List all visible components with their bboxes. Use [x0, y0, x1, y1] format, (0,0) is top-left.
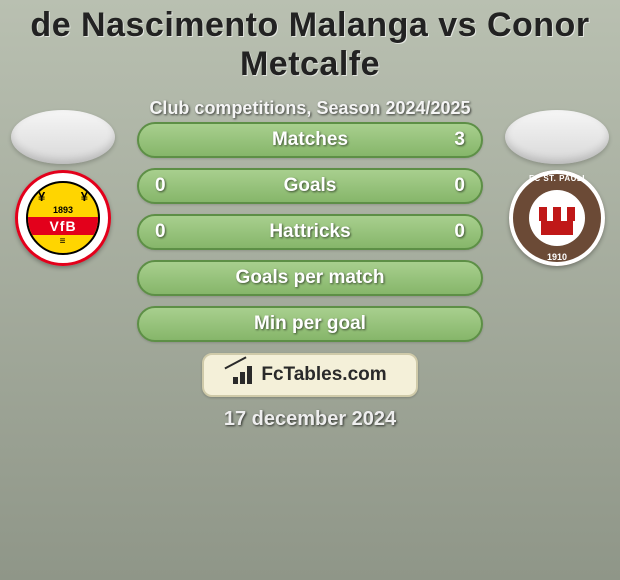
stat-pill: Goals per match [137, 260, 483, 296]
stat-left-value: 0 [155, 221, 185, 243]
antler-icon: ¥ [81, 189, 88, 204]
stat-pill: 0Hattricks0 [137, 214, 483, 250]
stat-right-value: 0 [435, 175, 465, 197]
left-side: ¥ ¥ 1893 VfB ≡ [8, 110, 118, 266]
stat-pills: Matches30Goals00Hattricks0Goals per matc… [137, 122, 483, 342]
date-text: 17 december 2024 [0, 408, 620, 431]
brand-pill: FcTables.com [202, 353, 418, 397]
left-club-year: 1893 [28, 205, 98, 215]
castle-icon [537, 201, 577, 235]
right-club-badge: FC ST. PAULI 1910 [509, 170, 605, 266]
left-club-badge: ¥ ¥ 1893 VfB ≡ [15, 170, 111, 266]
bars-chart-icon [233, 366, 255, 384]
right-side: FC ST. PAULI 1910 [502, 110, 612, 266]
content-row: ¥ ¥ 1893 VfB ≡ Matches30Goals00Hattricks… [0, 110, 620, 342]
brand-label: FcTables.com [261, 364, 386, 386]
right-club-year: 1910 [509, 252, 605, 262]
right-player-placeholder [505, 110, 609, 164]
left-player-placeholder [11, 110, 115, 164]
stat-right-value: 0 [435, 221, 465, 243]
stat-pill: 0Goals0 [137, 168, 483, 204]
stat-right-value: 3 [435, 129, 465, 151]
stripes-icon: ≡ [28, 236, 98, 247]
stat-label: Matches [185, 129, 435, 151]
page-title: de Nascimento Malanga vs Conor Metcalfe [0, 0, 620, 84]
comparison-infographic: de Nascimento Malanga vs Conor Metcalfe … [0, 0, 620, 580]
stat-label: Min per goal [185, 313, 435, 335]
antler-icon: ¥ [38, 189, 45, 204]
stat-label: Goals per match [185, 267, 435, 289]
right-club-top-text: FC ST. PAULI [509, 174, 605, 183]
stat-pill: Matches3 [137, 122, 483, 158]
stat-label: Goals [185, 175, 435, 197]
stat-pill: Min per goal [137, 306, 483, 342]
stat-label: Hattricks [185, 221, 435, 243]
stat-left-value: 0 [155, 175, 185, 197]
left-club-short: VfB [28, 217, 98, 235]
